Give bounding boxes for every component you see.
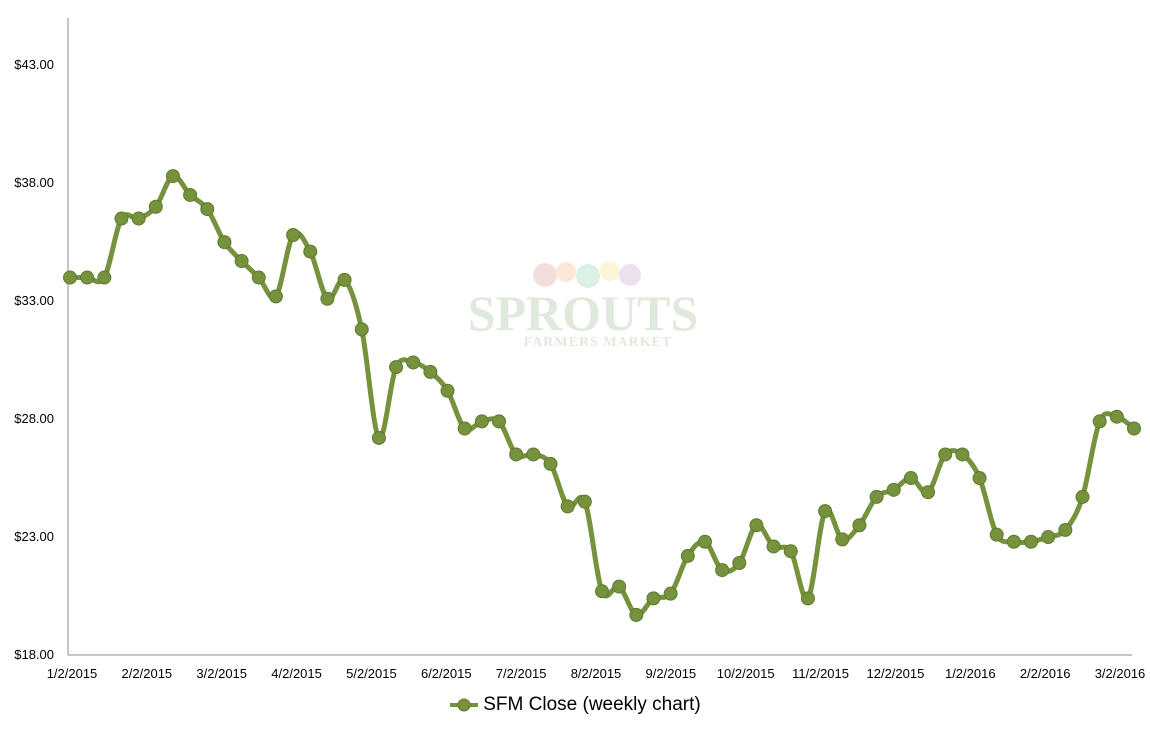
data-point [1006,534,1021,549]
y-tick-label: $18.00 [14,647,54,662]
data-point [766,539,781,554]
data-point [1092,414,1107,429]
data-point [800,591,815,606]
x-tick-label: 9/2/2015 [646,666,697,681]
x-tick-label: 3/2/2015 [196,666,247,681]
logo-fruit-icon [533,263,557,287]
data-point [715,563,730,578]
data-point [474,414,489,429]
data-point [1109,409,1124,424]
y-tick-label: $33.00 [14,293,54,308]
data-point [80,270,95,285]
data-point [1041,530,1056,545]
data-point [268,289,283,304]
data-point [371,430,386,445]
data-point [509,447,524,462]
data-point [389,360,404,375]
x-tick-label: 5/2/2015 [346,666,397,681]
data-point [492,414,507,429]
data-point [903,471,918,486]
y-tick-label: $43.00 [14,57,54,72]
data-point [1075,489,1090,504]
y-tick-label: $23.00 [14,529,54,544]
data-point [663,586,678,601]
data-point [337,272,352,287]
data-point [131,211,146,226]
data-point [972,471,987,486]
x-tick-label: 7/2/2015 [496,666,547,681]
data-point [560,499,575,514]
data-point [595,584,609,599]
data-point [612,579,627,594]
data-point [646,591,661,606]
legend-marker-icon [450,698,479,712]
data-point [114,211,129,226]
data-point [955,447,970,462]
plot-area [63,169,1141,622]
data-point [1127,421,1141,436]
data-point [183,187,198,202]
x-tick-label: 2/2/2016 [1020,666,1071,681]
data-point [577,494,592,509]
watermark-tagline: FARMERS MARKET [524,335,673,350]
data-point [543,456,558,471]
data-point [852,518,867,533]
data-point [234,254,249,269]
data-point [406,355,421,370]
data-point [165,169,180,184]
logo-fruit-icon [600,261,620,281]
data-point [680,548,695,563]
data-point [457,421,472,436]
data-point [989,527,1004,542]
data-point [835,532,850,547]
data-point [749,518,764,533]
watermark-brand: SPROUTS [468,285,699,341]
data-point [732,555,747,570]
x-tick-label: 10/2/2015 [717,666,775,681]
x-tick-label: 3/2/2016 [1095,666,1146,681]
logo-fruit-icon [556,262,576,282]
data-point [251,270,266,285]
x-tick-label: 12/2/2015 [867,666,925,681]
legend: SFM Close (weekly chart) [0,694,1150,718]
x-tick-label: 1/2/2015 [47,666,98,681]
data-point [286,228,301,243]
data-point [697,534,712,549]
x-tick-label: 1/2/2016 [945,666,996,681]
x-tick-label: 11/2/2015 [792,666,849,681]
logo-fruit-icon [619,264,641,286]
y-tick-label: $38.00 [14,175,54,190]
data-point [148,199,163,214]
data-point [818,504,833,519]
data-point [217,235,232,250]
data-point [320,291,335,306]
data-point [303,244,318,259]
data-point [629,607,644,622]
data-point [1058,522,1073,537]
data-point [526,447,541,462]
y-tick-label: $28.00 [14,411,54,426]
data-point [97,270,112,285]
data-point [938,447,953,462]
x-axis-ticks: 1/2/2015 2/2/2015 3/2/2015 4/2/2015 5/2/2015… [47,666,1146,681]
data-point [869,489,884,504]
data-point [440,383,455,398]
x-tick-label: 8/2/2015 [571,666,622,681]
watermark-logo: SPROUTS FARMERS MARKET [468,261,699,350]
logo-fruit-icon [576,264,600,288]
data-point [423,364,438,379]
y-axis-ticks: $18.00 $23.00 $28.00 $33.00 $38.00 $43.00 [14,57,54,662]
data-point [63,270,77,285]
data-point [886,482,901,497]
legend-label: SFM Close (weekly chart) [483,694,701,715]
data-point [200,202,215,217]
x-tick-label: 2/2/2015 [122,666,173,681]
x-tick-label: 4/2/2015 [271,666,322,681]
data-point [783,544,798,559]
data-point [921,485,936,500]
data-point [1024,534,1039,549]
x-tick-label: 6/2/2015 [421,666,472,681]
data-point [354,322,369,337]
